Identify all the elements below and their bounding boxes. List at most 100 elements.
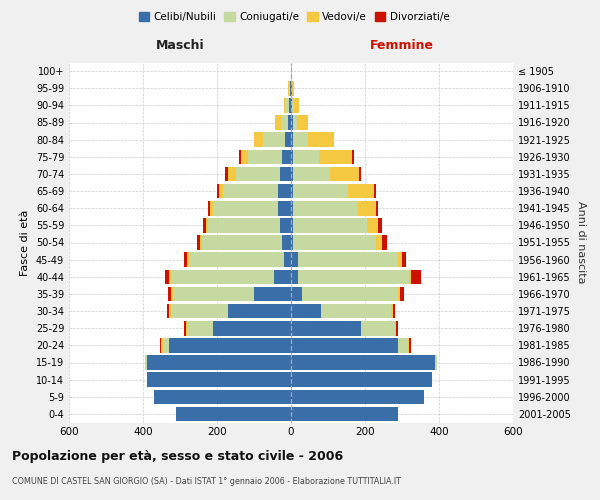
Bar — [290, 81, 291, 96]
Bar — [293, 184, 349, 198]
Bar — [398, 252, 402, 267]
Bar — [146, 372, 291, 387]
Bar — [291, 166, 293, 181]
Bar — [293, 98, 299, 112]
Bar — [293, 166, 330, 181]
Bar — [281, 115, 288, 130]
Bar — [239, 150, 241, 164]
Bar — [291, 132, 293, 147]
Text: Femmine: Femmine — [370, 39, 434, 52]
Bar — [393, 304, 395, 318]
Bar — [208, 218, 280, 232]
Bar — [184, 321, 185, 336]
Bar — [171, 304, 228, 318]
Bar — [291, 286, 302, 301]
Bar — [320, 304, 391, 318]
Bar — [292, 98, 293, 112]
Bar — [169, 338, 291, 352]
Bar — [293, 115, 296, 130]
Bar — [291, 235, 293, 250]
Bar — [378, 218, 382, 232]
Bar — [291, 270, 298, 284]
Bar — [208, 201, 209, 216]
Bar — [298, 270, 409, 284]
Bar — [286, 98, 289, 112]
Bar — [254, 286, 291, 301]
Bar — [169, 304, 171, 318]
Bar — [352, 150, 354, 164]
Bar — [168, 286, 171, 301]
Bar — [291, 184, 293, 198]
Bar — [280, 166, 291, 181]
Bar — [235, 166, 280, 181]
Bar — [291, 98, 292, 112]
Bar — [167, 304, 169, 318]
Bar — [302, 286, 398, 301]
Bar — [291, 201, 293, 216]
Bar — [291, 355, 436, 370]
Legend: Celibi/Nubili, Coniugati/e, Vedovi/e, Divorziati/e: Celibi/Nubili, Coniugati/e, Vedovi/e, Di… — [134, 8, 454, 26]
Bar — [291, 321, 361, 336]
Bar — [293, 132, 308, 147]
Bar — [263, 132, 286, 147]
Bar — [280, 218, 291, 232]
Bar — [146, 355, 291, 370]
Bar — [189, 252, 284, 267]
Bar — [292, 81, 295, 96]
Bar — [223, 184, 278, 198]
Bar — [402, 252, 406, 267]
Bar — [382, 235, 387, 250]
Bar — [291, 252, 298, 267]
Bar — [206, 218, 208, 232]
Bar — [291, 115, 293, 130]
Bar — [291, 150, 293, 164]
Bar — [291, 390, 424, 404]
Bar — [286, 132, 291, 147]
Bar — [349, 184, 374, 198]
Bar — [358, 201, 376, 216]
Bar — [291, 304, 320, 318]
Bar — [293, 218, 367, 232]
Bar — [282, 235, 291, 250]
Bar — [361, 321, 395, 336]
Bar — [308, 132, 334, 147]
Bar — [367, 218, 378, 232]
Bar — [169, 270, 171, 284]
Bar — [288, 115, 291, 130]
Bar — [411, 270, 421, 284]
Bar — [376, 235, 382, 250]
Bar — [395, 321, 397, 336]
Bar — [291, 338, 398, 352]
Bar — [291, 64, 292, 78]
Bar — [409, 338, 411, 352]
Bar — [163, 338, 169, 352]
Bar — [284, 252, 291, 267]
Bar — [176, 406, 291, 421]
Bar — [374, 184, 376, 198]
Text: Maschi: Maschi — [155, 39, 205, 52]
Bar — [398, 286, 400, 301]
Bar — [200, 235, 202, 250]
Bar — [400, 286, 404, 301]
Bar — [407, 338, 409, 352]
Bar — [248, 150, 282, 164]
Bar — [436, 355, 437, 370]
Y-axis label: Fasce di età: Fasce di età — [20, 210, 30, 276]
Bar — [171, 286, 173, 301]
Bar — [291, 406, 398, 421]
Bar — [185, 321, 187, 336]
Bar — [228, 304, 291, 318]
Bar — [409, 270, 411, 284]
Text: Popolazione per età, sesso e stato civile - 2006: Popolazione per età, sesso e stato civil… — [12, 450, 343, 463]
Bar — [391, 304, 393, 318]
Bar — [214, 201, 278, 216]
Bar — [254, 132, 263, 147]
Bar — [241, 150, 248, 164]
Bar — [171, 270, 274, 284]
Bar — [187, 321, 214, 336]
Bar — [289, 81, 290, 96]
Bar — [228, 166, 235, 181]
Bar — [298, 252, 398, 267]
Bar — [187, 252, 189, 267]
Bar — [291, 218, 293, 232]
